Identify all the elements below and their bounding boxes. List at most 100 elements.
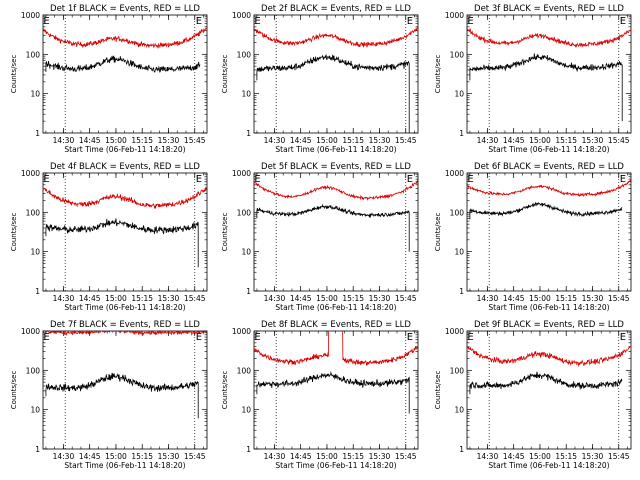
x-tick-label: 15:45 (608, 294, 630, 303)
x-tick-label: 15:30 (582, 136, 604, 145)
y-tick-label: 1000 (445, 327, 464, 336)
x-tick-label: 14:45 (290, 294, 312, 303)
panel-title: Det 4f BLACK = Events, RED = LLD (50, 162, 200, 172)
plot-frame (466, 330, 632, 450)
y-tick-label: 1 (35, 287, 40, 296)
x-axis-label: Start Time (06-Feb-11 14:18:20) (275, 461, 396, 470)
plot-frame (42, 330, 208, 450)
interval-marker-label: E (407, 16, 413, 27)
y-axis-label: Counts/sec (10, 55, 18, 94)
y-tick-label: 10 (454, 248, 464, 257)
x-tick-label: 15:45 (395, 452, 417, 461)
y-tick-label: 1 (246, 287, 251, 296)
y-axis-label: Counts/sec (10, 213, 18, 252)
panel-title: Det 7f BLACK = Events, RED = LLD (50, 320, 200, 330)
panel-4: Det 4f BLACK = Events, RED = LLD 1 10 100 10… (10, 162, 208, 312)
y-tick-label: 10 (30, 406, 40, 415)
x-tick-label: 14:30 (264, 452, 286, 461)
y-axis-label: Counts/sec (10, 371, 18, 410)
interval-marker-label: E (620, 174, 626, 185)
x-tick-label: 15:45 (184, 294, 206, 303)
y-axis-label: Counts/sec (221, 55, 229, 94)
x-tick-label: 15:15 (131, 136, 153, 145)
events-series-line (45, 372, 199, 419)
x-axis-label: Start Time (06-Feb-11 14:18:20) (64, 461, 185, 470)
x-axis-label: Start Time (06-Feb-11 14:18:20) (275, 303, 396, 312)
panel-8: Det 8f BLACK = Events, RED = LLD 1 10 100 10… (221, 320, 419, 470)
x-tick-label: 15:45 (608, 136, 630, 145)
y-tick-label: 100 (450, 208, 465, 217)
x-tick-label: 15:15 (342, 136, 364, 145)
panel-9: Det 9f BLACK = Events, RED = LLD 1 10 100 10… (434, 320, 632, 470)
y-tick-label: 100 (237, 366, 252, 375)
x-tick-label: 15:30 (158, 136, 180, 145)
y-tick-label: 100 (237, 50, 252, 59)
x-tick-label: 14:30 (53, 136, 75, 145)
y-tick-label: 100 (450, 50, 465, 59)
lld-series-line (254, 26, 418, 48)
interval-marker-label: E (196, 16, 202, 27)
y-tick-label: 10 (454, 406, 464, 415)
events-series-line (469, 53, 623, 122)
x-tick-label: 15:00 (529, 452, 551, 461)
x-tick-label: 14:30 (477, 294, 499, 303)
panel-7: Det 7f BLACK = Events, RED = LLD 1 10 100 10… (10, 320, 208, 470)
x-tick-label: 15:00 (316, 294, 338, 303)
y-tick-label: 100 (26, 208, 41, 217)
x-tick-label: 15:45 (395, 294, 417, 303)
y-tick-label: 1000 (232, 327, 251, 336)
x-axis-label: Start Time (06-Feb-11 14:18:20) (488, 461, 609, 470)
interval-marker-label: E (407, 332, 413, 343)
interval-marker-label: E (43, 16, 49, 27)
panel-2: Det 2f BLACK = Events, RED = LLD 1 10 100 10… (221, 4, 419, 154)
y-tick-label: 100 (26, 50, 41, 59)
interval-marker-label: E (254, 16, 260, 27)
y-tick-label: 1000 (445, 169, 464, 178)
events-series-line (45, 218, 199, 268)
x-tick-label: 15:00 (105, 136, 127, 145)
lld-series-line (43, 27, 207, 49)
x-tick-label: 14:30 (477, 136, 499, 145)
interval-marker-label: E (254, 332, 260, 343)
interval-marker-label: E (467, 174, 473, 185)
x-tick-label: 15:15 (131, 294, 153, 303)
y-axis-label: Counts/sec (434, 55, 442, 94)
y-tick-label: 1000 (232, 169, 251, 178)
y-tick-label: 1 (35, 445, 40, 454)
events-series-line (256, 54, 410, 133)
plot-frame (253, 14, 419, 134)
x-tick-label: 15:30 (158, 452, 180, 461)
x-tick-label: 15:45 (395, 136, 417, 145)
y-tick-label: 100 (450, 366, 465, 375)
x-tick-label: 14:45 (79, 136, 101, 145)
y-tick-label: 100 (26, 366, 41, 375)
lld-series-line (467, 179, 631, 198)
x-tick-label: 14:30 (477, 452, 499, 461)
y-tick-label: 100 (237, 208, 252, 217)
y-tick-label: 1 (246, 129, 251, 138)
x-tick-label: 14:30 (53, 452, 75, 461)
x-tick-label: 15:00 (529, 136, 551, 145)
y-tick-label: 1000 (21, 169, 40, 178)
plot-frame (466, 14, 632, 134)
x-tick-label: 15:15 (555, 452, 577, 461)
x-tick-label: 14:45 (79, 452, 101, 461)
interval-marker-label: E (43, 332, 49, 343)
x-tick-label: 15:00 (105, 452, 127, 461)
x-tick-label: 15:00 (316, 136, 338, 145)
y-tick-label: 1000 (445, 11, 464, 20)
x-tick-label: 15:30 (158, 294, 180, 303)
lld-series-line (254, 179, 418, 201)
panel-title: Det 9f BLACK = Events, RED = LLD (474, 320, 624, 330)
x-axis-label: Start Time (06-Feb-11 14:18:20) (275, 145, 396, 154)
x-tick-label: 14:30 (264, 136, 286, 145)
y-tick-label: 10 (241, 90, 251, 99)
y-tick-label: 10 (241, 406, 251, 415)
events-series-line (469, 202, 623, 220)
interval-marker-label: E (43, 174, 49, 185)
lld-series-line (467, 28, 631, 48)
y-tick-label: 10 (241, 248, 251, 257)
x-tick-label: 15:45 (184, 452, 206, 461)
x-axis-label: Start Time (06-Feb-11 14:18:20) (488, 303, 609, 312)
